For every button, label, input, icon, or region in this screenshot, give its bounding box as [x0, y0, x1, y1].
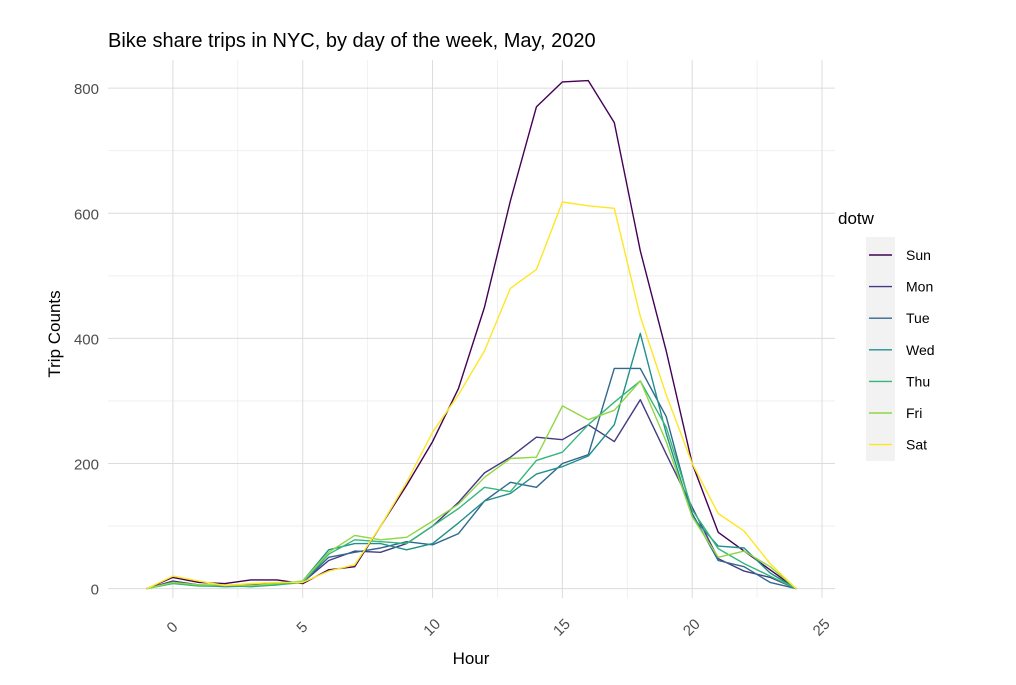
series-line-sun: [146, 79, 797, 590]
y-tick-label: 800: [74, 81, 99, 98]
y-tick-labels: 0 200 400 600 800: [74, 81, 99, 598]
legend-label-thu: Thu: [906, 373, 930, 389]
legend-items: Sun Mon Tue Wed Thu Fri Sat: [869, 247, 935, 453]
series-line-fri: [146, 380, 797, 590]
y-tick-label: 200: [74, 457, 99, 474]
legend-label-fri: Fri: [906, 405, 922, 421]
y-tick-label: 0: [91, 582, 99, 599]
y-axis-title: Trip Counts: [45, 290, 64, 377]
legend-label-wed: Wed: [906, 342, 935, 358]
series-line-thu: [146, 380, 797, 590]
series-lines: [146, 79, 797, 590]
legend-key-background: [866, 237, 895, 461]
legend-title: dotw: [838, 209, 875, 228]
legend-label-tue: Tue: [906, 310, 930, 326]
chart-title: Bike share trips in NYC, by day of the w…: [108, 30, 596, 52]
y-tick-label: 400: [74, 331, 99, 348]
legend-label-sat: Sat: [906, 437, 927, 453]
x-axis-title: Hour: [453, 649, 490, 668]
y-tick-label: 600: [74, 206, 99, 223]
series-line-sat: [146, 201, 797, 590]
legend-label-mon: Mon: [906, 279, 933, 295]
legend: dotw Sun Mon Tue Wed Thu Fri Sat: [838, 209, 935, 461]
legend-label-sun: Sun: [906, 247, 931, 263]
